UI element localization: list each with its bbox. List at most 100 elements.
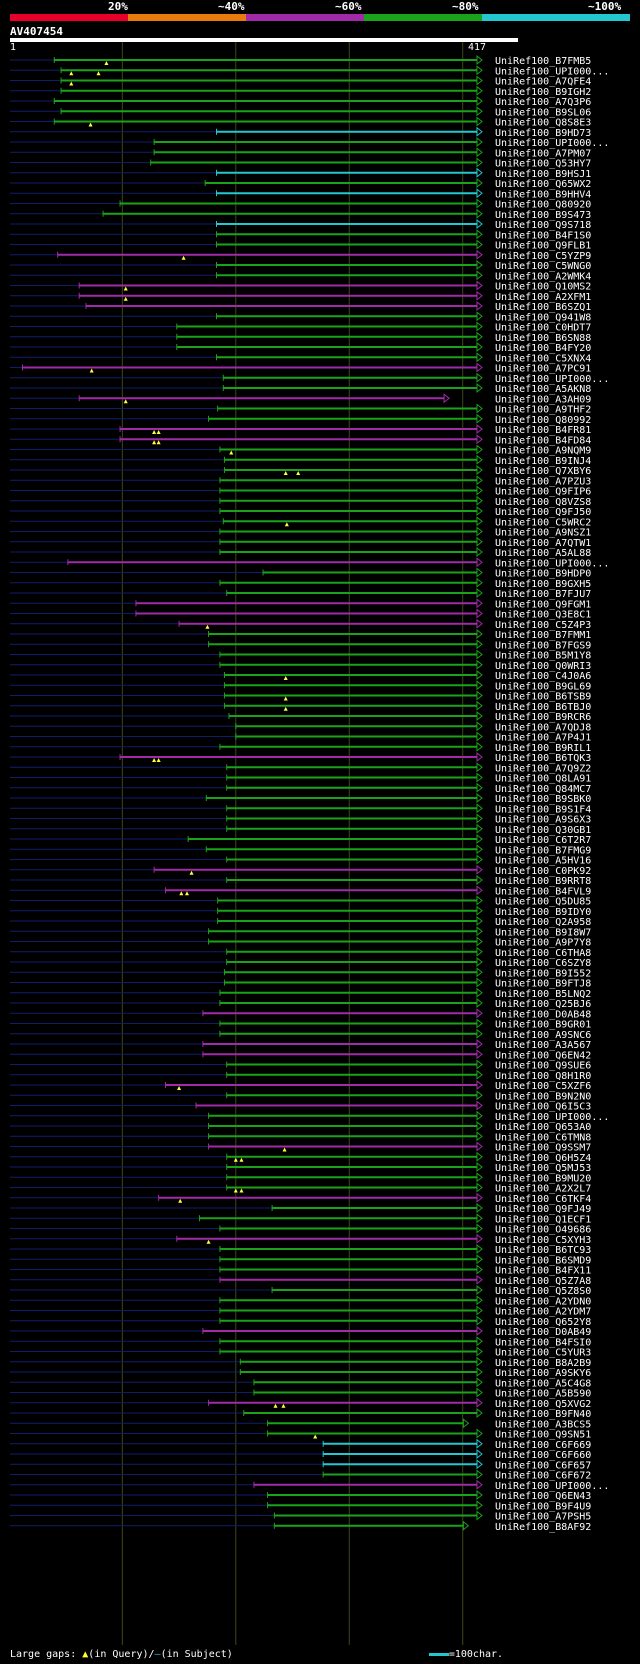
hit-row[interactable]: UniRef100_Q7XBY6: [10, 464, 591, 477]
hit-row[interactable]: UniRef100_C5Z4P3: [10, 618, 591, 631]
hit-label[interactable]: UniRef100_A7PSH5: [495, 1512, 591, 1523]
hit-label[interactable]: UniRef100_A9P7Y8: [495, 938, 591, 949]
hit-row[interactable]: UniRef100_A2XFM1: [10, 290, 591, 303]
hit-row[interactable]: UniRef100_Q8LA91: [10, 772, 591, 785]
hit-label[interactable]: UniRef100_Q1ECF1: [495, 1214, 591, 1225]
hit-label[interactable]: UniRef100_Q10MS2: [495, 282, 591, 293]
hit-row[interactable]: UniRef100_UPI000...: [10, 136, 609, 149]
hit-row[interactable]: UniRef100_Q30GB1: [10, 823, 591, 836]
hit-row[interactable]: UniRef100_B9HD73: [10, 126, 591, 139]
hit-row[interactable]: UniRef100_Q9FIP6: [10, 485, 591, 498]
hit-label[interactable]: UniRef100_B9S473: [495, 210, 591, 221]
hit-label[interactable]: UniRef100_B9N2N0: [495, 1091, 591, 1102]
hit-row[interactable]: UniRef100_Q6I5C3: [10, 1100, 591, 1113]
hit-label[interactable]: UniRef100_C5WRC2: [495, 517, 591, 528]
hit-label[interactable]: UniRef100_B4FY20: [495, 343, 591, 354]
hit-label[interactable]: UniRef100_B6SZQ1: [495, 302, 591, 313]
hit-label[interactable]: UniRef100_B9GXH5: [495, 579, 591, 590]
hit-label[interactable]: UniRef100_C5XZF6: [495, 1081, 591, 1092]
hit-label[interactable]: UniRef100_Q6EN42: [495, 1050, 591, 1061]
hit-row[interactable]: UniRef100_Q0WRI3: [10, 659, 591, 672]
hit-label[interactable]: UniRef100_A5B590: [495, 1389, 591, 1400]
hit-row[interactable]: UniRef100_B7FGS9: [10, 639, 591, 651]
hit-row[interactable]: UniRef100_B8AF92: [10, 1520, 591, 1533]
hit-label[interactable]: UniRef100_B6TC93: [495, 1245, 591, 1256]
hit-label[interactable]: UniRef100_A9SNC6: [495, 1030, 591, 1041]
hit-row[interactable]: UniRef100_A7QFE4: [10, 75, 591, 88]
hit-label[interactable]: UniRef100_UPI000...: [495, 1481, 609, 1492]
hit-row[interactable]: UniRef100_Q9FGM1: [10, 598, 591, 610]
hit-row[interactable]: UniRef100_B4F1S0: [10, 229, 591, 241]
hit-row[interactable]: UniRef100_B8A2B9: [10, 1356, 591, 1369]
hit-row[interactable]: UniRef100_Q9FJ50: [10, 505, 591, 518]
hit-label[interactable]: UniRef100_Q30GB1: [495, 825, 591, 836]
hit-row[interactable]: UniRef100_B9RIL1: [10, 741, 591, 754]
hit-row[interactable]: UniRef100_B4FSI0: [10, 1336, 591, 1348]
hit-row[interactable]: UniRef100_Q5DU85: [10, 895, 591, 908]
hit-row[interactable]: UniRef100_A5HV16: [10, 854, 591, 867]
hit-row[interactable]: UniRef100_A2X2L7: [10, 1182, 591, 1195]
hit-row[interactable]: UniRef100_C4J0A6: [10, 669, 591, 682]
hit-label[interactable]: UniRef100_UPI000...: [495, 138, 609, 149]
hit-label[interactable]: UniRef100_A7QDJ8: [495, 722, 591, 733]
hit-label[interactable]: UniRef100_Q9FIP6: [495, 487, 591, 498]
hit-row[interactable]: UniRef100_B9RRT8: [10, 874, 591, 887]
hit-label[interactable]: UniRef100_C0HDT7: [495, 323, 591, 334]
hit-label[interactable]: UniRef100_C6F669: [495, 1440, 591, 1451]
hit-row[interactable]: UniRef100_Q84MC7: [10, 782, 591, 795]
hit-label[interactable]: UniRef100_B5M1Y8: [495, 651, 591, 662]
hit-row[interactable]: UniRef100_B9N2N0: [10, 1090, 591, 1102]
hit-row[interactable]: UniRef100_C6THA8: [10, 946, 591, 959]
hit-row[interactable]: UniRef100_A7Q3P6: [10, 95, 591, 108]
hit-label[interactable]: UniRef100_B7FMB5: [495, 56, 591, 67]
hit-row[interactable]: UniRef100_B9HSJ1: [10, 167, 591, 180]
hit-label[interactable]: UniRef100_UPI000...: [495, 1112, 609, 1123]
hit-row[interactable]: UniRef100_A7PZU3: [10, 475, 591, 487]
hit-label[interactable]: UniRef100_B9GL69: [495, 681, 591, 692]
hit-label[interactable]: UniRef100_B4FD84: [495, 435, 591, 446]
hit-label[interactable]: UniRef100_D0AB49: [495, 1327, 591, 1338]
hit-row[interactable]: UniRef100_Q6EN43: [10, 1489, 591, 1502]
hit-row[interactable]: UniRef100_C5XYH3: [10, 1233, 591, 1246]
hit-label[interactable]: UniRef100_Q9SN51: [495, 1430, 591, 1441]
hit-row[interactable]: UniRef100_B9IDY0: [10, 905, 591, 918]
hit-row[interactable]: UniRef100_UPI000...: [10, 372, 609, 385]
hit-label[interactable]: UniRef100_C5XYH3: [495, 1235, 591, 1246]
hit-row[interactable]: UniRef100_A9SKY6: [10, 1366, 591, 1379]
hit-label[interactable]: UniRef100_B9HSJ1: [495, 169, 591, 180]
hit-row[interactable]: UniRef100_B6SZQ1: [10, 300, 591, 313]
hit-label[interactable]: UniRef100_A7PZU3: [495, 476, 591, 487]
hit-label[interactable]: UniRef100_A2YDM7: [495, 1307, 591, 1318]
hit-label[interactable]: UniRef100_Q9S718: [495, 220, 591, 231]
hit-row[interactable]: UniRef100_Q80920: [10, 198, 591, 211]
hit-row[interactable]: UniRef100_C0HDT7: [10, 321, 591, 334]
hit-row[interactable]: UniRef100_B5M1Y8: [10, 649, 591, 662]
hit-row[interactable]: UniRef100_B6SMD9: [10, 1254, 591, 1266]
hit-label[interactable]: UniRef100_Q6H5Z4: [495, 1153, 591, 1164]
hit-label[interactable]: UniRef100_Q9SUE6: [495, 1061, 591, 1072]
hit-label[interactable]: UniRef100_A5AKN8: [495, 384, 591, 395]
hit-row[interactable]: UniRef100_D0AB49: [10, 1325, 591, 1338]
hit-label[interactable]: UniRef100_A9SKY6: [495, 1368, 591, 1379]
hit-row[interactable]: UniRef100_C5XNX4: [10, 352, 591, 364]
hit-row[interactable]: UniRef100_C6F669: [10, 1438, 591, 1451]
hit-row[interactable]: UniRef100_Q8H1R0: [10, 1069, 591, 1082]
hit-label[interactable]: UniRef100_C5Z4P3: [495, 620, 591, 631]
hit-row[interactable]: UniRef100_C6SZY8: [10, 956, 591, 969]
hit-row[interactable]: UniRef100_C6TMN8: [10, 1131, 591, 1143]
hit-label[interactable]: UniRef100_C6THA8: [495, 948, 591, 959]
hit-label[interactable]: UniRef100_Q653A0: [495, 1122, 591, 1133]
hit-row[interactable]: UniRef100_Q9FLB1: [10, 239, 591, 252]
hit-label[interactable]: UniRef100_A3BCS5: [495, 1419, 591, 1430]
hit-label[interactable]: UniRef100_A9S6X3: [495, 815, 591, 826]
hit-label[interactable]: UniRef100_C5YZP9: [495, 251, 591, 262]
hit-label[interactable]: UniRef100_Q5DU85: [495, 897, 591, 908]
hit-label[interactable]: UniRef100_A7QTW1: [495, 538, 591, 549]
hit-label[interactable]: UniRef100_B9RIL1: [495, 743, 591, 754]
hit-label[interactable]: UniRef100_B7FMM1: [495, 630, 591, 641]
hit-label[interactable]: UniRef100_A5HV16: [495, 856, 591, 867]
hit-row[interactable]: UniRef100_C5WNG0: [10, 259, 591, 272]
hit-label[interactable]: UniRef100_A2XFM1: [495, 292, 591, 303]
hit-row[interactable]: UniRef100_B6TQK3: [10, 751, 591, 764]
hit-label[interactable]: UniRef100_B7FJU7: [495, 589, 591, 600]
